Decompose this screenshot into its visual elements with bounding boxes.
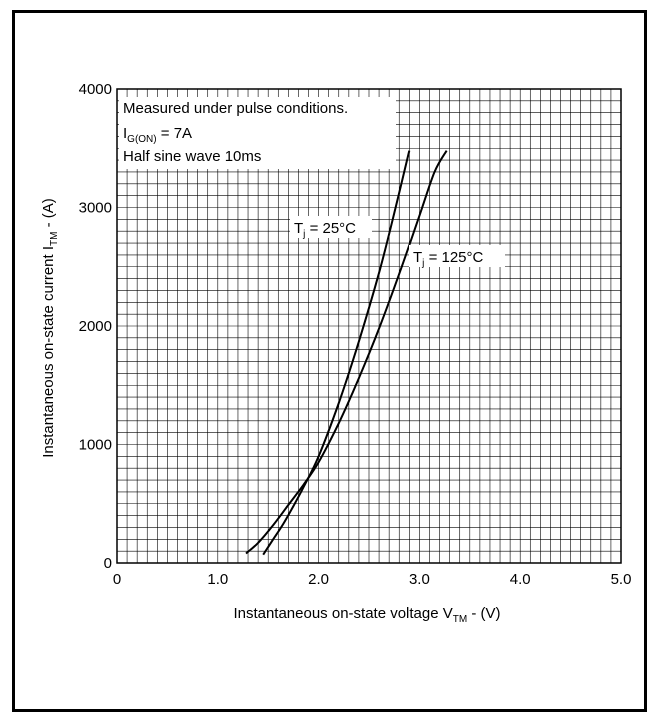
annotation-line-3: Half sine wave 10ms [123,148,261,165]
y-tick-label: 2000 [79,318,112,335]
y-tick-label: 0 [104,555,112,572]
series-label-125-box [409,245,505,267]
annotation-line-2-rest: = 7A [157,125,192,142]
y-tick-label: 1000 [79,437,112,454]
y-tick-label: 3000 [79,200,112,217]
x-axis-label-sub: TM [453,614,467,625]
y-axis-label-main: Instantaneous on-state current I [40,246,57,458]
y-axis-label-sub: TM [49,232,60,246]
x-tick-label: 5.0 [611,571,632,588]
series-label-25: Tj = 25°C [294,220,356,240]
y-axis-label-suffix: - (A) [40,198,57,231]
y-axis-label: Instantaneous on-state current ITM - (A) [40,198,60,458]
series-line-tj-25c [262,150,411,556]
x-tick-label: 3.0 [409,571,430,588]
annotation-line-2: IG(ON) = 7A [123,125,192,145]
annotation-line-2-sub: G(ON) [127,134,156,145]
series-layer [245,150,448,556]
tick-labels: 0 1.0 2.0 3.0 4.0 5.0 0 1000 2000 3000 4000 [79,81,632,588]
annotation-line-1: Measured under pulse conditions. [123,100,348,117]
series-label-25-box [290,216,372,238]
series-label-125-main: T [413,249,422,266]
series-label-125-rest: = 125°C [424,249,483,266]
x-axis-label: Instantaneous on-state voltage VTM - (V) [233,605,500,625]
x-tick-label: 1.0 [207,571,228,588]
annotation-box [119,97,396,169]
series-line-tj-125c [245,150,448,555]
x-axis-label-main: Instantaneous on-state voltage V [233,605,452,622]
series-label-125-sub: j [421,258,424,269]
series-label-25-sub: j [302,229,305,240]
series-label-25-rest: = 25°C [305,220,356,237]
x-axis-label-suffix: - (V) [467,605,500,622]
x-tick-label: 2.0 [308,571,329,588]
plot-border [116,88,622,564]
annotation-line-2-main: I [123,125,127,142]
x-tick-label: 0 [113,571,121,588]
x-tick-label: 4.0 [510,571,531,588]
series-label-125: Tj = 125°C [413,249,484,269]
y-tick-label: 4000 [79,81,112,98]
series-label-25-main: T [294,220,303,237]
